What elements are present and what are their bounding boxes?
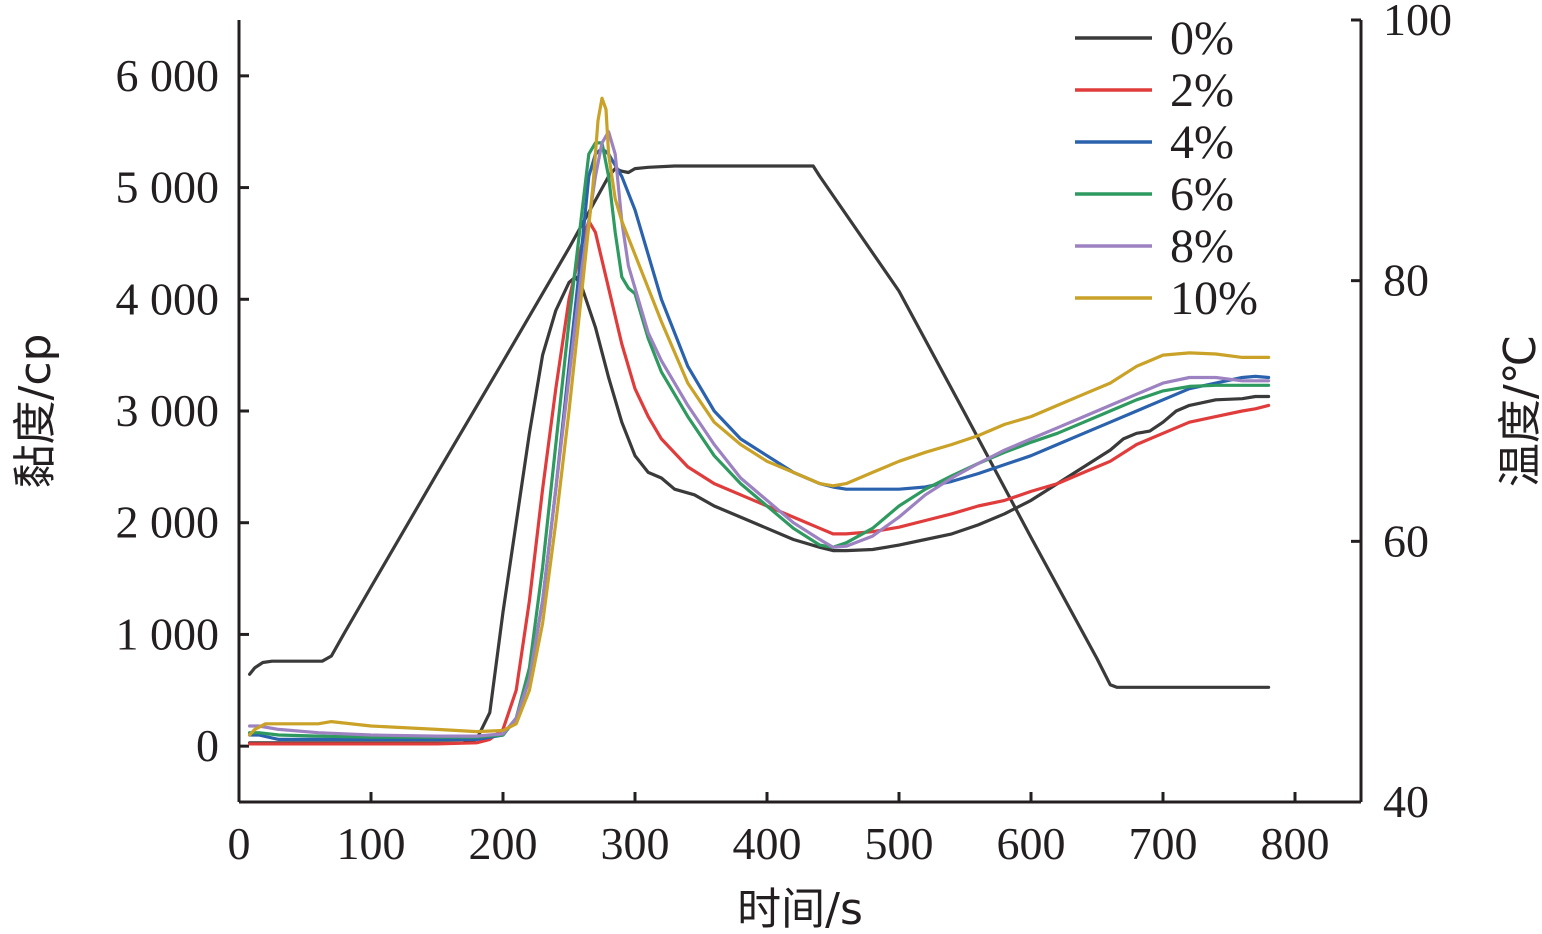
- legend-item: 8%: [1075, 220, 1234, 273]
- x-tick-label: 300: [601, 818, 670, 869]
- y-right-tick-label: 80: [1383, 255, 1429, 306]
- legend: 0%2%4%6%8%10%: [1075, 12, 1258, 325]
- legend-label: 4%: [1170, 116, 1234, 169]
- series-line-viscosity-6: [248, 96, 1271, 737]
- y-left-tick-label: 0: [196, 720, 219, 771]
- y-right-tick-label: 60: [1383, 515, 1429, 566]
- legend-item: 10%: [1075, 272, 1258, 325]
- series-line-viscosity-4: [248, 141, 1271, 739]
- x-tick-label: 500: [865, 818, 934, 869]
- legend-item: 6%: [1075, 168, 1234, 221]
- series-line-viscosity-1: [248, 275, 1271, 745]
- y-axis-left-title: 黏度/cp: [10, 334, 61, 489]
- legend-label: 2%: [1170, 64, 1234, 117]
- series-layer: [248, 96, 1271, 746]
- legend-label: 6%: [1170, 168, 1234, 221]
- y-left-tick-label: 6 000: [116, 50, 220, 101]
- y-axis-right-title: 温度/℃: [1495, 335, 1542, 487]
- x-axis-title: 时间/s: [737, 884, 863, 934]
- y-left-tick-label: 1 000: [116, 608, 220, 659]
- x-tick-label: 700: [1129, 818, 1198, 869]
- y-right-tick-label: 40: [1383, 776, 1429, 827]
- series-line-temperature-0: [248, 164, 1271, 689]
- x-tick-label: 200: [469, 818, 538, 869]
- x-tick-label: 600: [997, 818, 1066, 869]
- x-tick-label: 0: [228, 818, 251, 869]
- legend-item: 2%: [1075, 64, 1234, 117]
- x-tick-label: 800: [1261, 818, 1330, 869]
- y-left-tick-label: 3 000: [116, 385, 220, 436]
- y-left-tick-label: 4 000: [116, 273, 220, 324]
- y-left-tick-label: 2 000: [116, 497, 220, 548]
- legend-item: 0%: [1075, 12, 1234, 65]
- legend-label: 8%: [1170, 220, 1234, 273]
- y-right-tick-label: 100: [1383, 0, 1452, 45]
- x-tick-label: 400: [733, 818, 802, 869]
- series-line-viscosity-5: [248, 130, 1271, 738]
- ticks-layer: 0 100 200 300 400 500 600 700 800 0 1 000 2 000 3 00…: [116, 0, 1453, 869]
- legend-item: 4%: [1075, 116, 1234, 169]
- legend-label: 10%: [1170, 272, 1258, 325]
- x-tick-label: 100: [337, 818, 406, 869]
- y-left-tick-label: 5 000: [116, 162, 220, 213]
- legend-label: 0%: [1170, 12, 1234, 65]
